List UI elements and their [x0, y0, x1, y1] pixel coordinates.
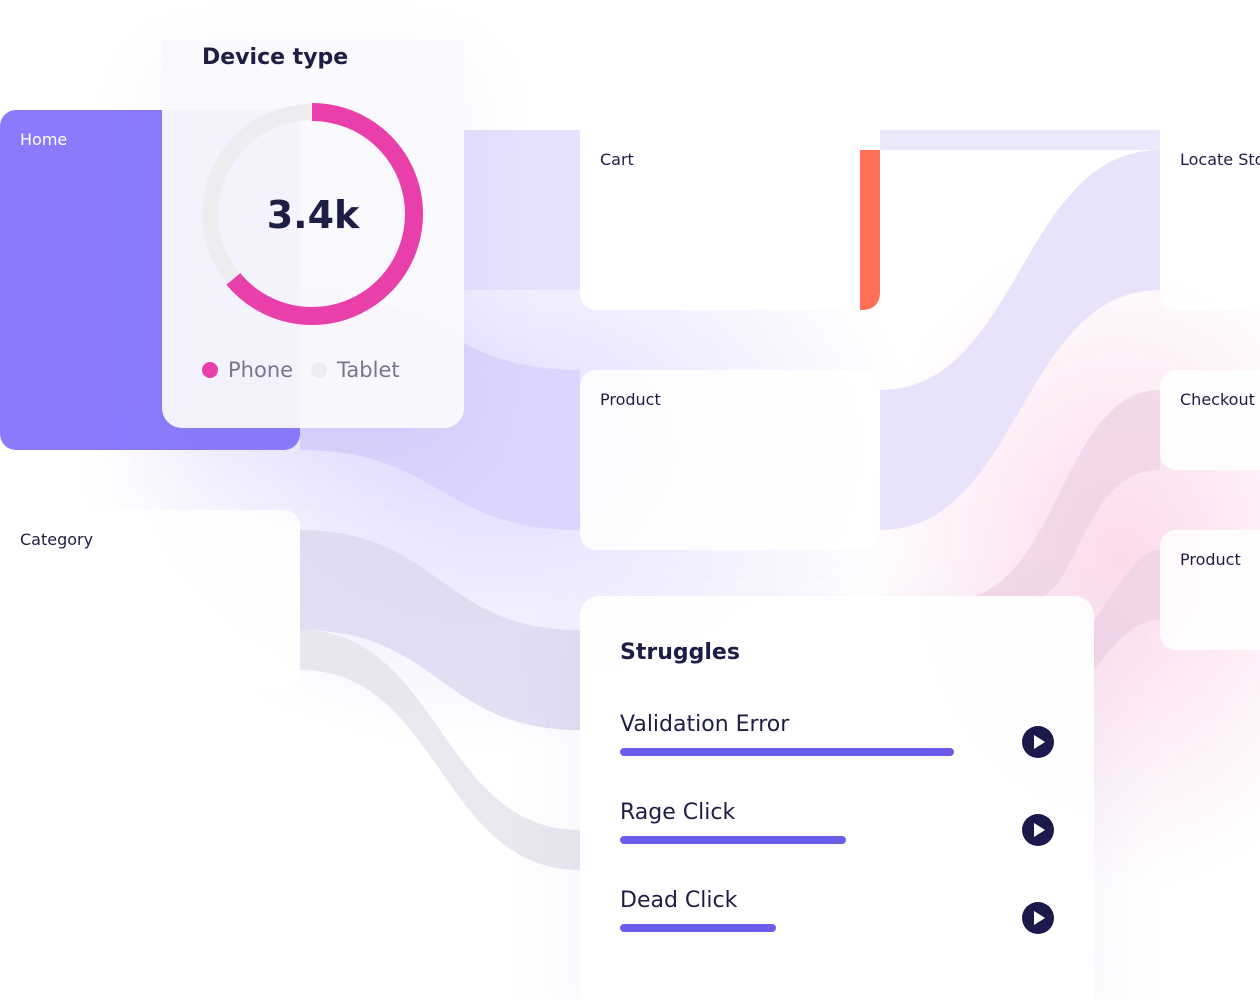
legend-item: Tablet: [311, 358, 400, 382]
link: [880, 150, 1160, 530]
struggle-bar: [620, 748, 955, 756]
play-button[interactable]: [1022, 814, 1054, 846]
struggle-bar: [620, 836, 846, 844]
struggle-bar: [620, 924, 777, 932]
struggle-label: Validation Error: [620, 712, 790, 737]
legend-swatch: [311, 362, 328, 378]
struggles-card: Struggles Validation Error Rage Click Dead…: [580, 596, 1094, 1000]
card-title: Device type: [202, 45, 349, 70]
play-button[interactable]: [1022, 726, 1054, 758]
donut-segment: [202, 104, 422, 324]
node-product[interactable]: Product: [1160, 530, 1260, 650]
node-product[interactable]: Product: [580, 370, 880, 550]
dropoff-bar: [860, 150, 880, 310]
node-checkout[interactable]: Checkout: [1160, 370, 1260, 470]
device-card: Device type 3.4k Phone Tablet: [162, 40, 464, 428]
legend-label: Phone: [228, 358, 294, 382]
donut: [201, 103, 423, 325]
play-button[interactable]: [1022, 902, 1054, 934]
legend-label: Tablet: [337, 358, 400, 382]
link: [300, 530, 580, 730]
node-cart[interactable]: Cart: [580, 130, 880, 310]
node-label: Cart: [600, 150, 634, 169]
link: [1094, 550, 1160, 670]
legend: Phone Tablet: [202, 358, 400, 382]
card-title: Struggles: [620, 640, 740, 665]
struggle-label: Rage Click: [620, 800, 736, 825]
legend-item: Phone: [202, 358, 293, 382]
legend-swatch: [202, 362, 218, 378]
link: [950, 390, 1160, 600]
link: [880, 130, 1160, 150]
node-category[interactable]: Category: [0, 510, 300, 690]
node-locate-store[interactable]: Locate Store: [1160, 130, 1260, 310]
struggle-label: Dead Click: [620, 888, 738, 913]
link: [300, 630, 580, 870]
donut-total: 3.4k: [266, 193, 360, 237]
